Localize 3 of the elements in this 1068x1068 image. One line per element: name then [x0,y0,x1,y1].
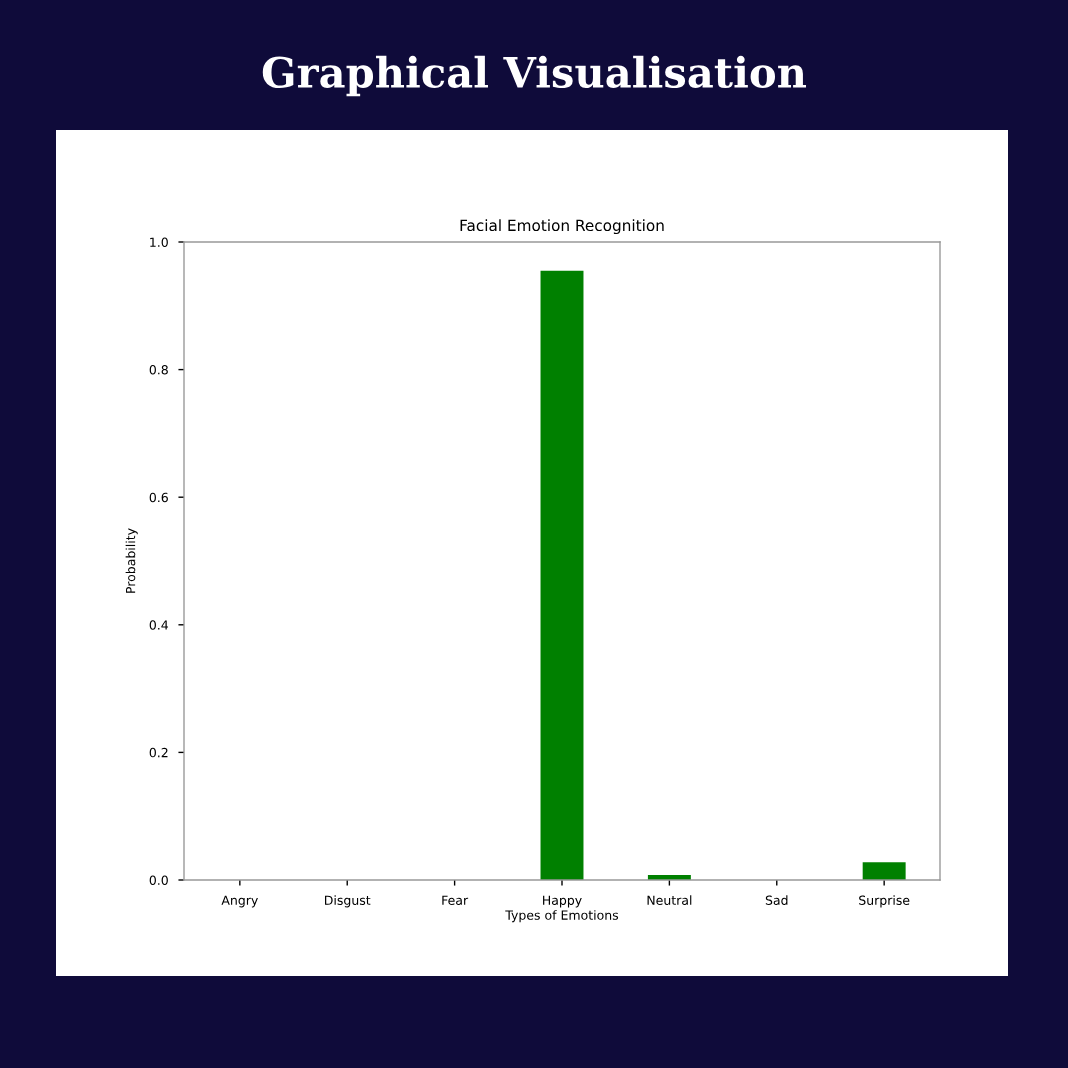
chart-title: Graphical Visualisation [262,55,807,97]
bar [540,270,584,880]
bar [862,862,906,880]
